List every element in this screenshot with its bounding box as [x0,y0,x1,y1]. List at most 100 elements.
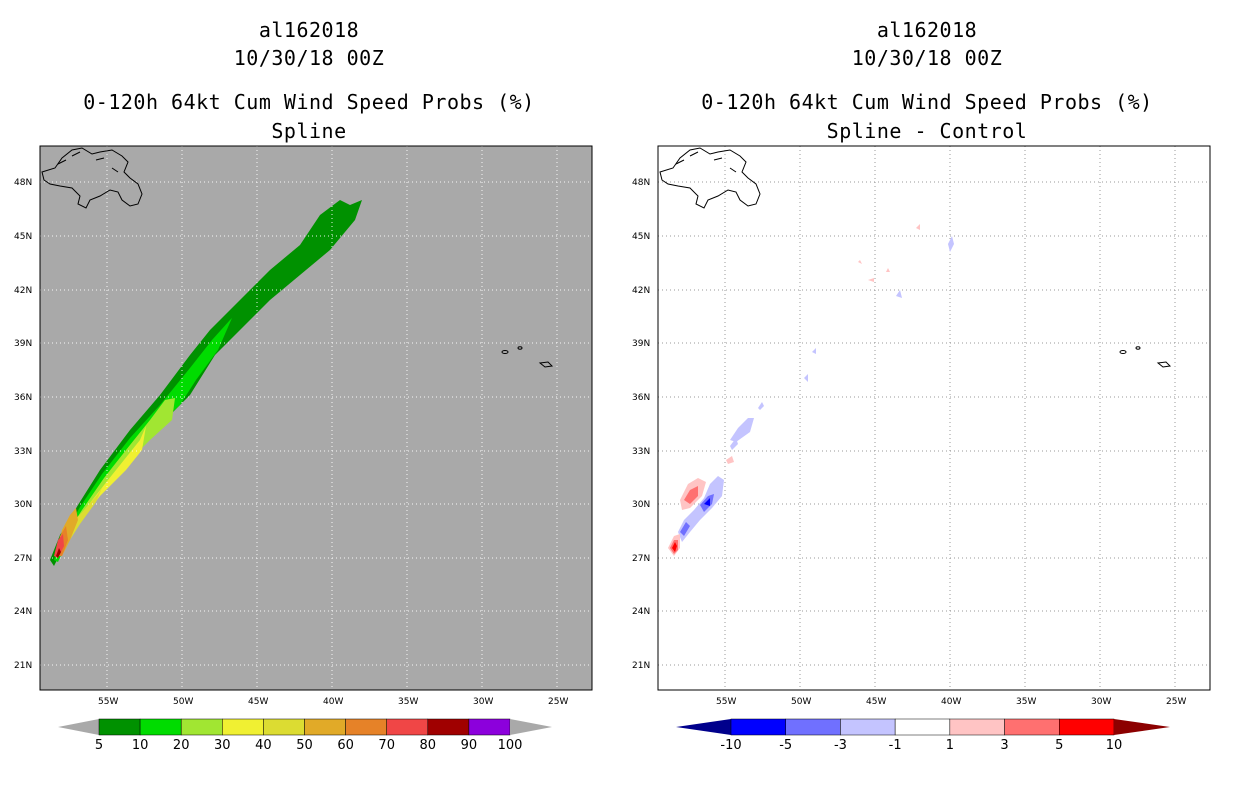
right-lat-label: 36N [632,393,650,403]
right-product-title: 0-120h 64kt Cum Wind Speed Probs (%) [701,90,1153,114]
left-colorbar-swatch [263,718,305,736]
left-lon-labels: 55W 50W 45W 40W 35W 30W 25W [98,697,568,707]
right-lon-label: 50W [791,697,811,707]
right-coastline-detail [675,151,737,173]
left-colorbar-low-arrow [58,719,99,735]
left-lat-labels: 48N 45N 42N 39N 36N 33N 30N 27N 24N 21N [14,178,32,671]
left-colorbar-label: 90 [461,738,478,753]
left-probability-swath [50,200,362,566]
left-colorbar-label: 20 [173,738,190,753]
right-lat-labels: 48N 45N 42N 39N 36N 33N 30N 27N 24N 21N [632,178,650,671]
left-colorbar-label: 40 [255,738,272,753]
right-lon-label: 55W [716,697,736,707]
right-map-svg: 48N 45N 42N 39N 36N 33N 30N 27N 24N 21N … [632,145,1211,753]
right-colorbar-swatch [730,718,786,736]
right-colorbar-label: 1 [946,738,954,753]
right-map-frame [657,145,1211,691]
right-lat-label: 33N [632,447,650,457]
right-lat-label: 48N [632,178,650,188]
right-colorbar-label: -3 [834,738,847,753]
left-colorbar-swatch [345,718,387,736]
right-map-area [658,146,1210,690]
left-lat-label: 42N [14,286,32,296]
left-lat-label: 36N [14,393,32,403]
right-lon-label: 45W [866,697,886,707]
left-colorbar-label: 70 [378,738,395,753]
left-colorbar-swatch [386,718,429,736]
right-colorbar-high-arrow [1114,719,1170,735]
right-colorbar-label: -10 [720,738,741,753]
left-colorbar-label: 5 [95,738,103,753]
right-azores-islands [1119,346,1172,368]
right-lat-label: 24N [632,607,650,617]
left-gridlines [40,146,592,690]
right-lat-label: 21N [632,661,650,671]
right-colorbar-low-arrow [676,719,731,735]
right-storm-id: al162018 [876,18,978,42]
right-lat-label: 42N [632,286,650,296]
right-lat-label: 30N [632,500,650,510]
left-azores-islands [501,346,554,368]
left-colorbar-swatch [222,718,264,736]
right-lat-label: 45N [632,232,650,242]
left-lon-label: 55W [98,697,118,707]
left-colorbar-swatch [427,718,470,736]
left-colorbar-label: 30 [214,738,231,753]
left-product-title: 0-120h 64kt Cum Wind Speed Probs (%) [83,90,535,114]
left-lat-label: 48N [14,178,32,188]
left-colorbar-label: 50 [296,738,313,753]
right-lon-label: 25W [1166,697,1186,707]
left-lon-label: 30W [473,697,493,707]
left-lon-label: 50W [173,697,193,707]
right-colorbar-swatch [949,718,1005,736]
right-coastline-newfoundland [659,147,761,209]
right-colorbar: -10 -5 -3 -1 1 3 5 10 [676,718,1170,753]
right-colorbar-swatch [894,718,951,736]
left-lat-label: 30N [14,500,32,510]
right-colorbar-label: 5 [1055,738,1063,753]
left-storm-id: al162018 [258,18,360,42]
left-subtitle: Spline [271,119,347,143]
right-colorbar-label: -1 [889,738,902,753]
left-lon-label: 40W [323,697,343,707]
right-colorbar-label: 10 [1106,738,1123,753]
right-colorbar-swatch [785,718,841,736]
right-subtitle: Spline - Control [826,119,1028,143]
left-colorbar-swatch [139,718,182,736]
left-colorbar-label: 10 [132,738,149,753]
right-lon-label: 30W [1091,697,1111,707]
left-lon-label: 25W [548,697,568,707]
right-colorbar-label: -5 [779,738,792,753]
left-colorbar-swatch [304,718,346,736]
left-datetime: 10/30/18 00Z [233,46,385,70]
left-colorbar-label: 60 [337,738,354,753]
left-colorbar-label: 80 [420,738,437,753]
left-colorbar: 5 10 20 30 40 50 60 70 80 90 100 [58,718,552,753]
left-lat-label: 33N [14,447,32,457]
right-colorbar-swatch [1059,718,1115,736]
right-lat-label: 27N [632,554,650,564]
left-panel: al162018 10/30/18 00Z 0-120h 64kt Cum Wi… [14,18,593,753]
right-colorbar-swatch [840,718,896,736]
right-gridlines [658,146,1210,690]
left-lat-label: 45N [14,232,32,242]
left-lat-label: 21N [14,661,32,671]
right-lon-label: 40W [941,697,961,707]
left-lat-label: 27N [14,554,32,564]
right-lon-labels: 55W 50W 45W 40W 35W 30W 25W [716,697,1186,707]
right-datetime: 10/30/18 00Z [851,46,1003,70]
right-panel: al162018 10/30/18 00Z 0-120h 64kt Cum Wi… [618,0,1236,800]
left-lat-label: 39N [14,339,32,349]
left-colorbar-high-arrow [510,719,552,735]
left-colorbar-swatch [180,718,223,736]
right-colorbar-label: 3 [1000,738,1008,753]
right-colorbar-swatch [1004,718,1060,736]
left-map-frame [39,145,593,691]
left-colorbar-swatch [98,718,141,736]
left-colorbar-swatch [468,718,511,736]
left-coastline-detail [57,151,119,173]
left-colorbar-label: 100 [498,738,523,753]
left-map-svg: 48N 45N 42N 39N 36N 33N 30N 27N 24N 21N … [14,145,593,753]
left-lat-label: 24N [14,607,32,617]
right-difference-field [668,224,954,556]
